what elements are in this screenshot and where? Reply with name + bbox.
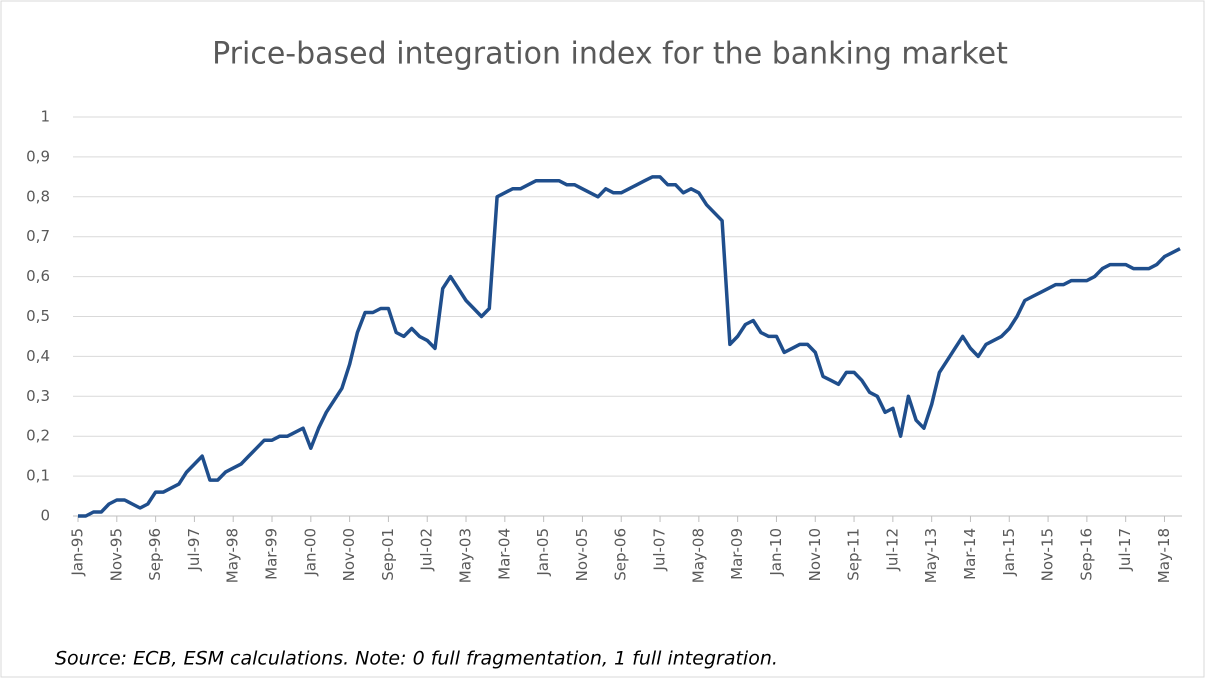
y-tick-label: 0 (40, 507, 50, 525)
x-tick-label: May-18 (1155, 528, 1173, 583)
data-line (78, 175, 1181, 518)
x-tick-label: Nov-05 (573, 528, 591, 581)
y-tick-label: 0,1 (26, 467, 50, 485)
x-tick-label: Sep-11 (845, 528, 863, 581)
source-note: Source: ECB, ESM calculations. Note: 0 f… (55, 648, 778, 670)
x-tick-label: Mar-99 (263, 528, 281, 580)
x-tick-label: May-03 (457, 528, 475, 583)
y-tick-label: 0,8 (26, 187, 50, 205)
x-tick-label: Nov-10 (806, 528, 824, 581)
x-tick-label: Sep-06 (612, 528, 630, 581)
x-tick-label: Jul-12 (883, 528, 901, 572)
x-tick-label: Jan-00 (301, 528, 319, 577)
y-tick-label: 0,7 (26, 227, 50, 245)
x-tick-label: May-98 (224, 528, 242, 583)
x-tick-label: Nov-00 (340, 528, 358, 581)
x-tick-label: Mar-14 (961, 528, 979, 580)
x-tick-label: May-08 (689, 528, 707, 583)
x-tick-label: Jan-10 (767, 528, 785, 577)
x-tick-label: Jan-95 (69, 528, 87, 577)
chart-title: Price-based integration index for the ba… (212, 37, 1008, 72)
x-tick-label: Sep-96 (146, 528, 164, 581)
y-tick-label: 1 (40, 108, 50, 126)
x-tick-label: Jul-02 (418, 528, 436, 572)
y-tick-label: 0,9 (26, 147, 50, 165)
y-tick-label: 0,6 (26, 267, 50, 285)
x-tick-label: Jul-07 (651, 528, 669, 572)
x-tick-label: Mar-09 (728, 528, 746, 580)
x-tick-label: Jul-97 (185, 528, 203, 572)
x-tick-label: Mar-04 (495, 528, 513, 580)
x-tick-label: Nov-95 (107, 528, 125, 581)
y-tick-label: 0,3 (26, 387, 50, 405)
y-tick-label: 0,2 (26, 427, 50, 445)
x-tick-label: Nov-15 (1039, 528, 1057, 581)
y-tick-label: 0,5 (26, 307, 50, 325)
x-tick-label: Jan-15 (1000, 528, 1018, 577)
x-tick-label: May-13 (922, 528, 940, 583)
x-tick-label: Sep-16 (1077, 528, 1095, 581)
x-tick-label: Jul-17 (1116, 528, 1134, 572)
x-tick-label: Sep-01 (379, 528, 397, 581)
x-tick-label: Jan-05 (534, 528, 552, 577)
y-tick-label: 0,4 (26, 347, 50, 365)
